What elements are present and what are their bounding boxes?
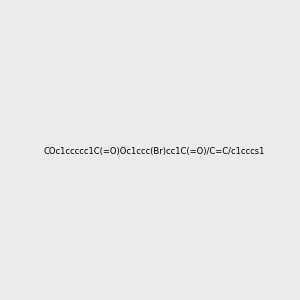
Text: COc1ccccc1C(=O)Oc1ccc(Br)cc1C(=O)/C=C/c1cccs1: COc1ccccc1C(=O)Oc1ccc(Br)cc1C(=O)/C=C/c1… [43, 147, 264, 156]
